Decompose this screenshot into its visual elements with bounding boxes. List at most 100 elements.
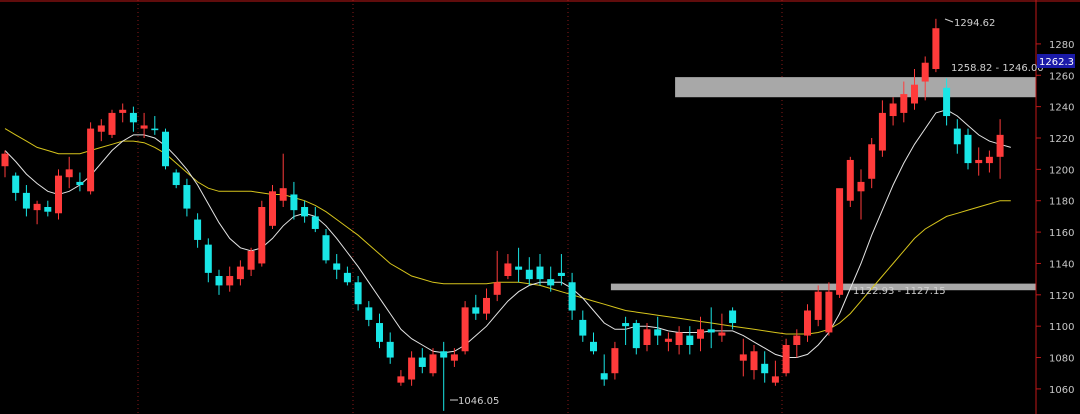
candle-down [386,332,394,364]
candle-body [836,188,844,295]
candle-body [343,272,351,283]
candle-up [279,153,287,207]
candle-up [408,351,416,386]
candle-body [236,266,244,280]
y-tick-label: 1200 [1049,165,1074,176]
candle-up [804,304,811,342]
candle-body [761,363,769,374]
candle-body [333,263,341,270]
candle-body [183,185,191,209]
candle-down [183,178,191,217]
y-tick-label: 1100 [1049,322,1074,333]
candle-body [55,175,62,214]
candle-body [483,297,490,314]
candle-up [750,345,758,380]
candle-body [376,323,383,342]
candle-body [900,94,908,113]
candle-body [889,103,897,117]
candle-body [536,266,544,280]
moving-average-lines [4,109,1011,358]
candle-body [258,207,266,264]
y-tick-label: 1240 [1049,103,1074,114]
low-label: 1046.05 [458,396,499,407]
y-tick-label: 1080 [1049,354,1074,365]
candle-body [322,235,330,261]
candle-body [301,207,309,217]
candle-up [771,360,779,386]
candle-down [12,172,20,201]
candle-body [140,125,148,129]
candle-down [204,238,212,283]
candle-down [333,254,341,280]
candle-down [579,310,587,342]
candle-down [194,213,202,248]
candle-body [921,62,929,82]
candle-body [547,279,555,286]
candle-up [493,250,501,302]
candle-down [953,119,961,154]
candle-body [975,159,983,164]
candle-up [836,188,844,298]
candle-body [429,354,437,374]
candle-down [557,254,565,286]
candle-body [718,332,726,336]
candle-down [600,354,608,386]
candle-body [643,329,651,345]
candle-body [911,84,918,104]
candle-up [55,169,62,220]
candle-body [515,266,523,270]
candle-down [311,207,319,233]
candle-body [632,323,640,349]
candle-body [504,263,512,276]
candle-up [397,370,405,386]
vertical-separators [137,0,783,414]
candle-body [129,112,137,123]
candle-body [226,276,234,286]
candle-body [290,194,298,211]
candle-down [44,200,52,217]
candle-up [846,156,854,207]
candle-up [932,18,940,73]
candle-down [536,254,544,286]
candle-up [697,316,704,352]
candle-up [119,103,127,123]
candle-body [97,125,105,132]
candle-body [525,269,533,280]
candle-body [600,373,608,380]
candle-body [996,134,1004,157]
candle-up [461,301,469,355]
candle-body [857,181,865,192]
candle-body [943,87,951,117]
candle-body [568,282,576,311]
candle-down [129,106,137,132]
candle-body [461,307,469,352]
candle-down [590,332,597,355]
candle-up [33,200,41,225]
candle-down [515,247,523,283]
candle-body [686,335,694,345]
candle-body [172,172,180,186]
candle-body [557,272,565,276]
candle-up [258,200,266,267]
candle-body [119,109,127,113]
candle-body [654,329,662,336]
last-price-tag [1037,54,1075,68]
candle-down [472,294,480,320]
candle-down [172,169,180,189]
candle-down [22,185,30,217]
candle-up [140,112,148,138]
candle-body [664,338,672,342]
candle-up [814,285,822,327]
candle-up [739,338,747,377]
candles [1,18,1004,411]
candle-up [450,348,458,367]
candle-body [365,307,373,320]
y-tick-label: 1060 [1049,385,1074,396]
candle-up [429,348,437,377]
candle-body [771,376,779,383]
candle-body [729,310,737,324]
annotations: 1294.62 1046.05 1258.82 - 1246.00 1122.9… [450,18,1075,407]
candle-body [707,329,715,333]
candle-body [825,291,833,333]
